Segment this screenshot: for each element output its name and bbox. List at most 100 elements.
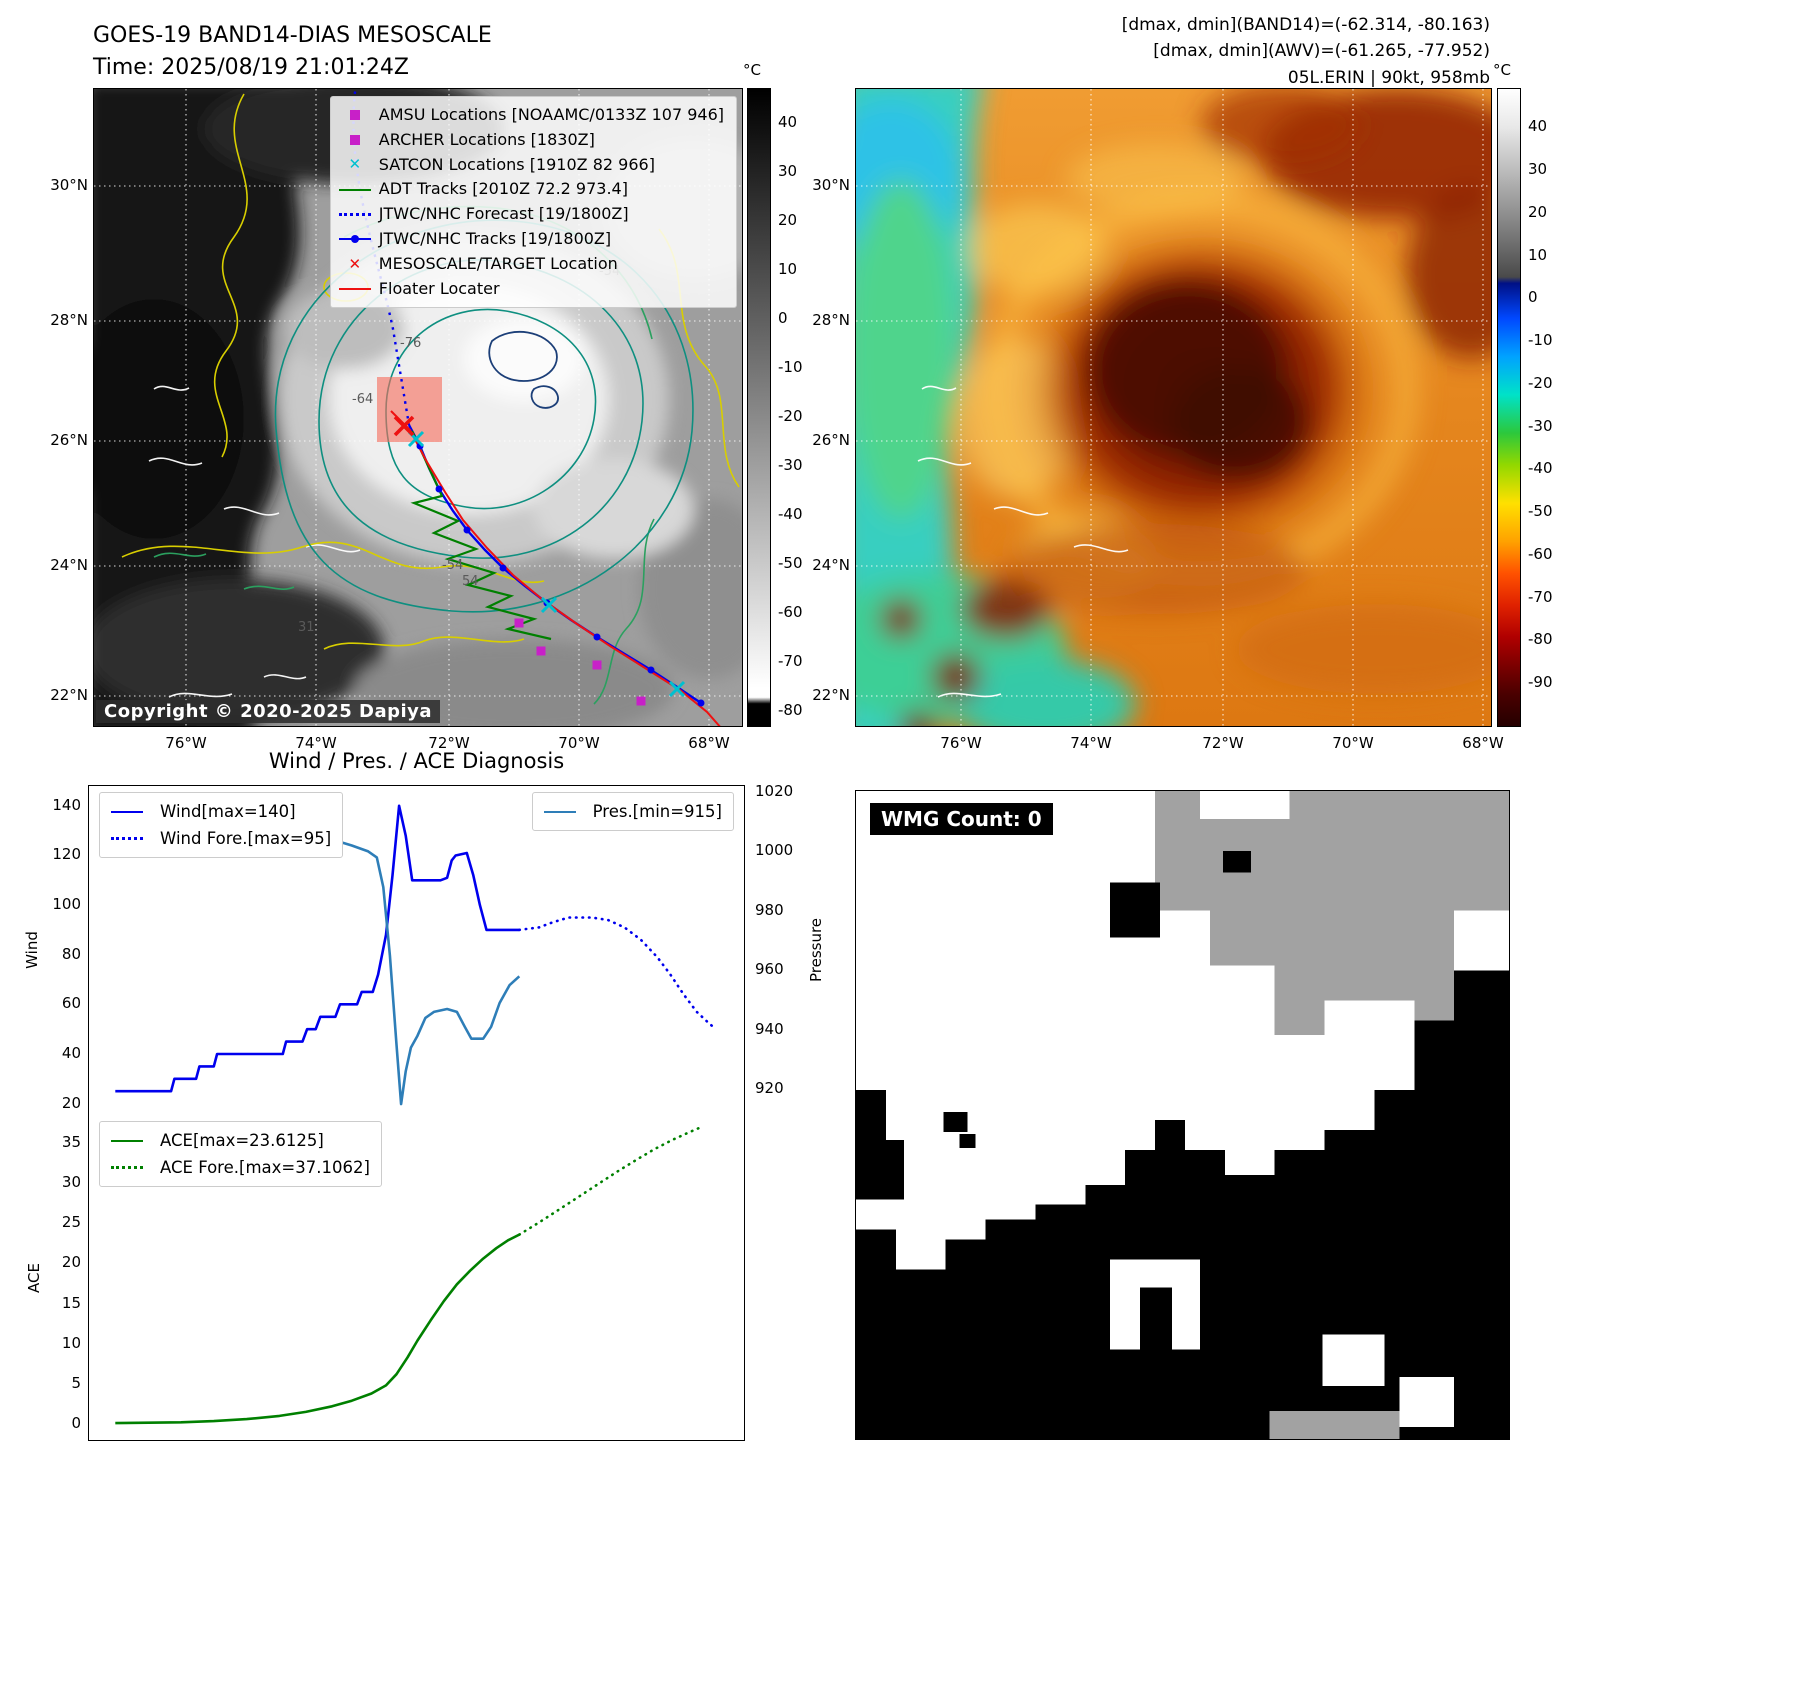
band14-colorbar: °C 40 30 20 10 0 -10 -20 -30 -40 -50 -60 -70 -80 bbox=[743, 61, 803, 727]
lat-tick-label: 24°N bbox=[50, 556, 88, 574]
wmg-count-label: WMG Count: 0 bbox=[870, 803, 1053, 835]
colorbar-tick-label: 20 bbox=[778, 211, 798, 230]
legend-item: ✕ MESOSCALE/TARGET Location bbox=[339, 252, 724, 277]
legend-item: JTWC/NHC Tracks [19/1800Z] bbox=[338, 227, 724, 252]
diagnosis-title: Wind / Pres. / ACE Diagnosis bbox=[268, 749, 565, 773]
colorbar-tick-label: 30 bbox=[778, 162, 798, 181]
y-tick-label: 940 bbox=[755, 1019, 784, 1038]
colorbar-tick-label: 30 bbox=[1528, 160, 1548, 179]
legend-marker-square-icon bbox=[339, 107, 371, 124]
colorbar-tick-label: -70 bbox=[1528, 587, 1553, 606]
lat-tick-label: 30°N bbox=[812, 176, 850, 194]
legend-item: Floater Locater bbox=[338, 277, 724, 302]
contour-label: 54 bbox=[462, 574, 479, 589]
legend-item: Wind[max=140] bbox=[111, 798, 331, 825]
colorbar-tick-label: -40 bbox=[778, 505, 803, 524]
y-tick-label: 20 bbox=[61, 1093, 81, 1112]
legend-marker-x-icon: ✕ bbox=[348, 155, 362, 174]
band14-colorbar-unit: °C bbox=[743, 61, 761, 79]
y-tick-label: 100 bbox=[52, 895, 81, 914]
wind-legend: Wind[max=140] Wind Fore.[max=95] bbox=[99, 792, 344, 859]
lon-tick-label: 72°W bbox=[428, 734, 470, 752]
contour-label: -64 bbox=[352, 392, 373, 407]
series-line bbox=[115, 804, 520, 1093]
coastlines bbox=[148, 385, 361, 698]
legend-item: Wind Fore.[max=95] bbox=[111, 825, 331, 852]
lat-tick-label: 24°N bbox=[812, 556, 850, 574]
lon-tick-label: 74°W bbox=[1070, 734, 1112, 752]
y-tick-label: 35 bbox=[61, 1133, 81, 1152]
legend-marker-x-icon: ✕ bbox=[348, 254, 362, 273]
legend-item-label: SATCON Locations [1910Z 82 966] bbox=[378, 154, 655, 174]
legend-item-label: JTWC/NHC Tracks [19/1800Z] bbox=[378, 228, 612, 248]
wind-forecast-line-icon bbox=[111, 837, 143, 841]
colorbar-tick-label: 10 bbox=[778, 260, 798, 279]
lat-tick-label: 26°N bbox=[50, 431, 88, 449]
contour-label: 31 bbox=[298, 620, 315, 635]
wind-line-icon bbox=[111, 810, 143, 813]
colorbar-tick-label: -60 bbox=[778, 603, 803, 622]
coastlines bbox=[917, 385, 1129, 698]
legend-item-label: MESOSCALE/TARGET Location bbox=[378, 253, 618, 273]
y-tick-label: 80 bbox=[61, 944, 81, 963]
y-tick-label: 10 bbox=[61, 1333, 81, 1352]
target-x-icon bbox=[393, 415, 415, 437]
pressure-line-icon bbox=[543, 810, 576, 813]
awv-header-line1: [dmax, dmin](BAND14)=(-62.314, -80.163) bbox=[1121, 15, 1490, 35]
y-tick-label: 30 bbox=[61, 1173, 81, 1192]
legend-item-label: JTWC/NHC Forecast [19/1800Z] bbox=[378, 204, 629, 224]
legend-item: AMSU Locations [NOAAMC/0133Z 107 946] bbox=[339, 103, 724, 128]
colorbar-tick-label: 40 bbox=[1528, 117, 1548, 136]
lat-tick-label: 22°N bbox=[50, 686, 88, 704]
colorbar-tick-label: -10 bbox=[1528, 331, 1553, 350]
y-tick-label: 920 bbox=[755, 1079, 784, 1098]
ace-chart: ACE[max=23.6125] ACE Fore.[max=37.1062] … bbox=[62, 1115, 745, 1441]
legend-item-label: Pres.[min=915] bbox=[592, 802, 722, 821]
colorbar-tick-label: -30 bbox=[1528, 416, 1553, 435]
legend-marker-line-icon bbox=[338, 181, 371, 198]
lon-tick-label: 76°W bbox=[165, 734, 207, 752]
series-line bbox=[518, 916, 718, 1031]
legend-item-label: AMSU Locations [NOAAMC/0133Z 107 946] bbox=[378, 105, 724, 124]
ace-axis-label: ACE bbox=[25, 1263, 43, 1293]
colorbar-tick-label: 0 bbox=[778, 309, 788, 328]
awv-colorbar: °C 40 30 20 10 0 -10 -20 -30 -40 -50 -60 -70 -80 -90 bbox=[1493, 61, 1553, 727]
lon-tick-label: 76°W bbox=[940, 734, 982, 752]
colorbar-tick-label: 40 bbox=[778, 113, 798, 132]
awv-header-line3: 05L.ERIN | 90kt, 958mb bbox=[1287, 67, 1490, 88]
y-tick-label: 15 bbox=[61, 1293, 81, 1312]
lon-tick-label: 68°W bbox=[1462, 734, 1504, 752]
awv-colorbar-unit: °C bbox=[1493, 61, 1511, 79]
colorbar-tick-label: 20 bbox=[1528, 202, 1548, 221]
archer-square-icons bbox=[514, 618, 646, 706]
series-line bbox=[115, 1233, 520, 1425]
awv-satellite-image bbox=[856, 89, 1491, 726]
gridlines bbox=[856, 89, 1491, 726]
ir-cloud-field bbox=[856, 89, 1491, 726]
awv-map: 30°N 28°N 26°N 24°N 22°N 76°W 74°W 72°W 70°W 68°W bbox=[812, 88, 1504, 752]
track-point-dots bbox=[416, 442, 705, 707]
colorbar-tick-label: 0 bbox=[1528, 288, 1538, 307]
legend-marker-square-icon bbox=[339, 132, 371, 149]
y-tick-label: 960 bbox=[755, 960, 784, 979]
wind-axis-label: Wind bbox=[23, 931, 41, 969]
y-tick-label: 5 bbox=[71, 1373, 81, 1392]
colorbar-tick-label: -40 bbox=[1528, 459, 1553, 478]
y-tick-label: 40 bbox=[61, 1043, 81, 1062]
y-tick-label: 60 bbox=[61, 994, 81, 1013]
legend-item-label: Wind[max=140] bbox=[160, 802, 296, 821]
ace-line-icon bbox=[111, 1139, 143, 1142]
wind-pressure-chart: Wind[max=140] Wind Fore.[max=95] Pres.[m… bbox=[52, 782, 793, 1116]
legend-marker-line-icon bbox=[338, 280, 371, 297]
colorbar-tick-label: -50 bbox=[778, 554, 803, 573]
y-tick-label: 1000 bbox=[755, 841, 794, 860]
legend-item-label: ADT Tracks [2010Z 72.2 973.4] bbox=[378, 179, 628, 199]
copyright-label: Copyright © 2020-2025 Dapiya bbox=[96, 700, 441, 723]
contour-label: -54 bbox=[442, 558, 463, 573]
legend-item-label: ACE[max=23.6125] bbox=[160, 1131, 324, 1150]
colorbar-tick-label: -20 bbox=[778, 407, 803, 426]
band14-title: GOES-19 BAND14-DIAS MESOSCALE Time: 2025… bbox=[93, 20, 492, 84]
band14-title-line1: GOES-19 BAND14-DIAS MESOSCALE bbox=[93, 23, 492, 48]
legend-item: ARCHER Locations [1830Z] bbox=[339, 128, 724, 153]
colorbar-tick-label: -50 bbox=[1528, 502, 1553, 521]
